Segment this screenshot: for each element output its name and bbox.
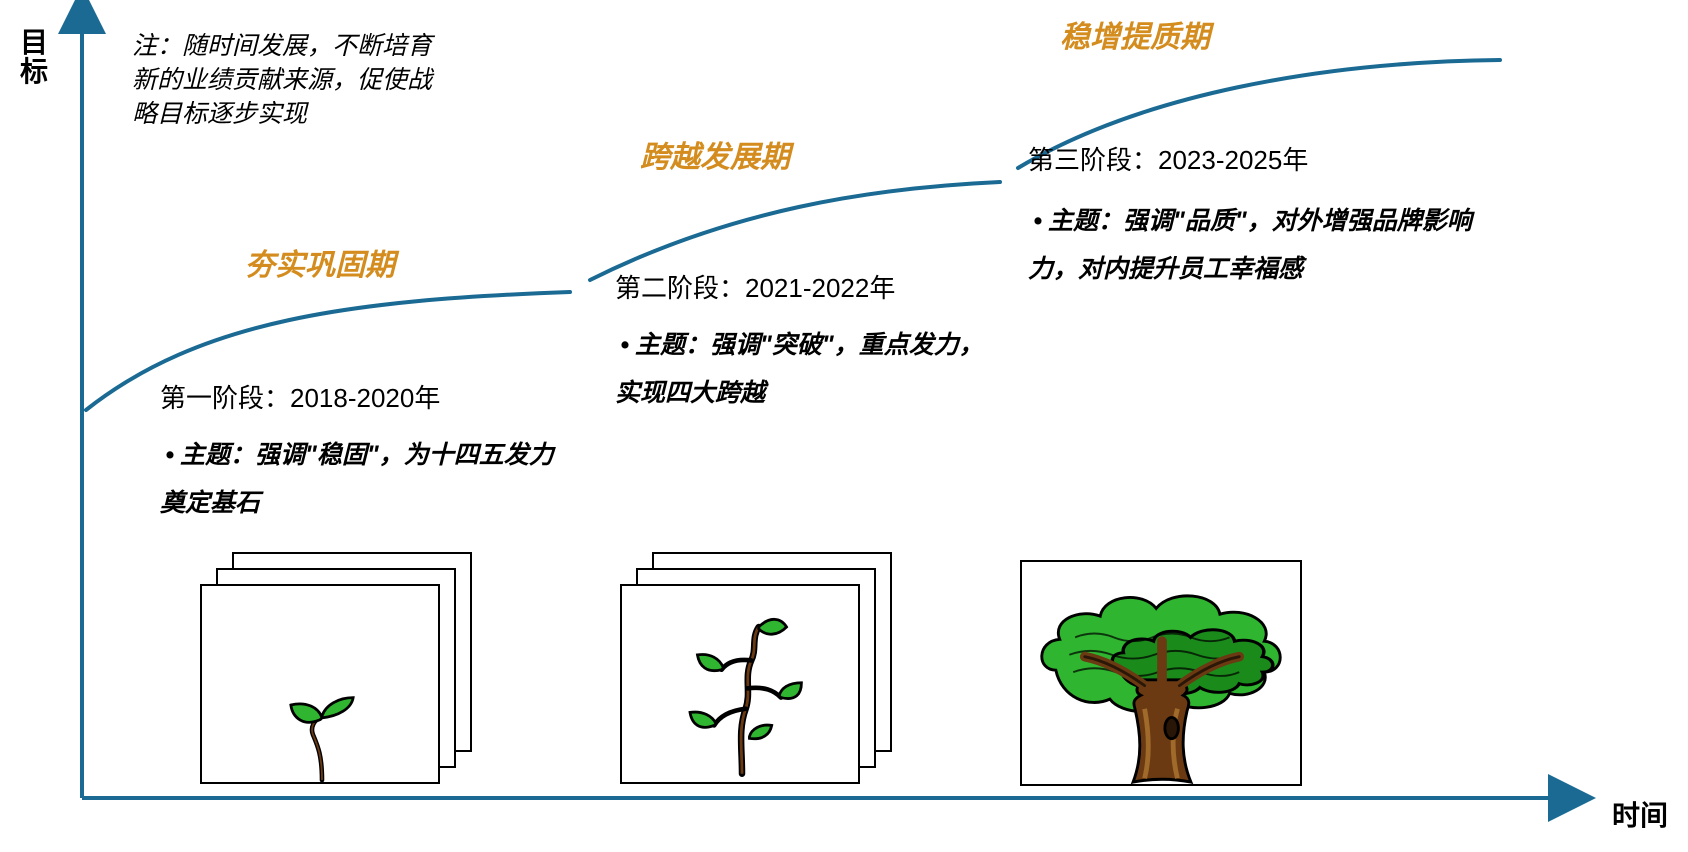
- diagram-note: 注：随时间发展，不断培育新的业绩贡献来源，促使战略目标逐步实现: [132, 30, 442, 131]
- phase1-theme-text: 主题：强调"稳固"，为十四五发力奠定基石: [160, 441, 554, 517]
- sapling-icon: [677, 602, 807, 782]
- phase1-theme: •主题：强调"稳固"，为十四五发力奠定基石: [160, 432, 560, 527]
- sprout-icon: [267, 672, 377, 782]
- tree-icon: [1024, 564, 1300, 786]
- phase2-theme: •主题：强调"突破"，重点发力，实现四大跨越: [615, 322, 995, 417]
- phase2-title: 跨越发展期: [640, 132, 790, 176]
- y-axis-label: 目标: [18, 28, 50, 87]
- card-front: [620, 584, 860, 784]
- phase3-illustration: [1020, 560, 1302, 786]
- phase2-theme-text: 主题：强调"突破"，重点发力，实现四大跨越: [615, 331, 984, 407]
- phase3-theme: •主题：强调"品质"，对外增强品牌影响力，对内提升员工幸福感: [1028, 198, 1488, 293]
- growth-stage-diagram: 目标 时间 注：随时间发展，不断培育新的业绩贡献来源，促使战略目标逐步实现 夯实…: [0, 0, 1688, 852]
- x-axis-label: 时间: [1612, 794, 1668, 834]
- phase3-period: 第三阶段：2023-2025年: [1028, 140, 1308, 177]
- phase2-illustration: [620, 552, 892, 784]
- phase3-theme-text: 主题：强调"品质"，对外增强品牌影响力，对内提升员工幸福感: [1028, 207, 1472, 283]
- phase1-title: 夯实巩固期: [245, 240, 395, 284]
- card-front: [200, 584, 440, 784]
- phase1-period: 第一阶段：2018-2020年: [160, 378, 440, 415]
- phase3-title: 稳增提质期: [1060, 12, 1210, 56]
- phase1-illustration: [200, 552, 472, 784]
- phase2-period: 第二阶段：2021-2022年: [615, 268, 895, 305]
